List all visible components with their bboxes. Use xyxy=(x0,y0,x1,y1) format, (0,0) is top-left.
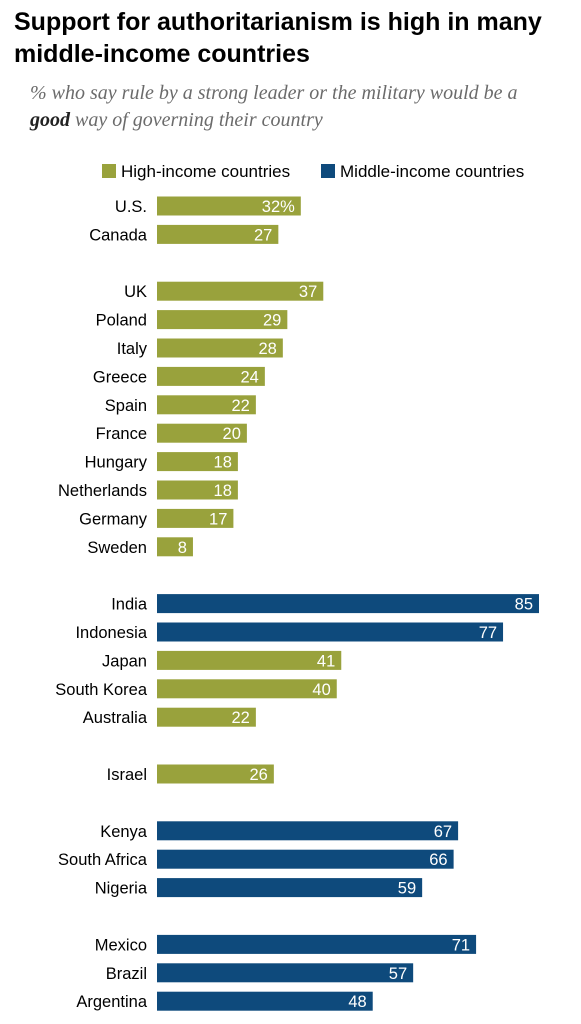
bar-indonesia xyxy=(157,622,504,642)
subtitle-prefix: % who say rule by a strong leader or the… xyxy=(30,82,518,104)
bar-japan xyxy=(157,650,342,670)
value-label-netherlands: 18 xyxy=(214,482,232,500)
legend-item-middle-income: Middle-income countries xyxy=(321,160,524,184)
category-label-germany: Germany xyxy=(79,510,148,528)
category-label-israel: Israel xyxy=(107,766,147,784)
value-label-nigeria: 59 xyxy=(398,880,416,898)
category-label-sweden: Sweden xyxy=(87,539,147,557)
category-label-indonesia: Indonesia xyxy=(75,624,147,642)
category-label-brazil: Brazil xyxy=(106,965,147,983)
value-label-italy: 28 xyxy=(258,340,276,358)
bar-hungary xyxy=(157,452,238,472)
value-label-south-africa: 66 xyxy=(429,851,447,869)
bar-mexico xyxy=(157,934,477,954)
category-label-hungary: Hungary xyxy=(85,454,148,472)
bar-argentina xyxy=(157,991,373,1011)
bar-australia xyxy=(157,707,256,727)
value-label-kenya: 67 xyxy=(434,823,452,841)
bar-india xyxy=(157,594,539,614)
value-label-argentina: 48 xyxy=(348,993,366,1011)
bar-canada xyxy=(157,224,279,244)
bar-spain xyxy=(157,395,256,415)
category-label-u-s: U.S. xyxy=(115,198,147,216)
value-label-australia: 22 xyxy=(232,709,250,727)
bar-uk xyxy=(157,281,324,301)
category-label-greece: Greece xyxy=(93,368,147,386)
legend-item-high-income: High-income countries xyxy=(102,160,290,184)
bar-france xyxy=(157,423,247,443)
category-label-japan: Japan xyxy=(102,652,147,670)
category-label-australia: Australia xyxy=(83,709,148,727)
category-label-south-korea: South Korea xyxy=(55,681,148,699)
bar-netherlands xyxy=(157,480,238,500)
value-label-germany: 17 xyxy=(209,510,227,528)
category-label-mexico: Mexico xyxy=(95,936,147,954)
value-label-sweden: 8 xyxy=(178,539,187,557)
subtitle-suffix: way of governing their country xyxy=(70,109,323,131)
value-label-mexico: 71 xyxy=(452,936,470,954)
bar-sweden xyxy=(157,537,193,557)
value-label-poland: 29 xyxy=(263,312,281,330)
value-label-india: 85 xyxy=(515,596,533,614)
value-label-hungary: 18 xyxy=(214,454,232,472)
value-label-greece: 24 xyxy=(240,368,258,386)
category-label-uk: UK xyxy=(124,283,147,301)
bar-greece xyxy=(157,366,265,386)
bar-nigeria xyxy=(157,878,423,898)
subtitle-emphasis: good xyxy=(30,109,70,131)
bar-israel xyxy=(157,764,274,784)
value-label-france: 20 xyxy=(223,425,241,443)
category-label-france: France xyxy=(96,425,147,443)
bar-poland xyxy=(157,310,288,330)
legend-label-middle-income: Middle-income countries xyxy=(340,162,525,181)
legend-swatch-high-income xyxy=(102,164,116,178)
bar-italy xyxy=(157,338,283,358)
category-label-argentina: Argentina xyxy=(76,993,147,1011)
bar-kenya xyxy=(157,821,459,841)
category-label-south-africa: South Africa xyxy=(58,851,148,869)
value-label-spain: 22 xyxy=(232,397,250,415)
bar-u-s xyxy=(157,196,301,216)
bar-south-korea xyxy=(157,679,337,699)
bar-brazil xyxy=(157,963,414,983)
value-label-israel: 26 xyxy=(249,766,267,784)
category-label-netherlands: Netherlands xyxy=(58,482,147,500)
chart-legend: High-income countries Middle-income coun… xyxy=(0,160,581,184)
legend-swatch-middle-income xyxy=(321,164,335,178)
category-label-india: India xyxy=(111,596,148,614)
category-label-italy: Italy xyxy=(117,340,148,358)
category-label-poland: Poland xyxy=(96,312,147,330)
value-label-indonesia: 77 xyxy=(479,624,497,642)
bar-germany xyxy=(157,508,234,528)
value-label-uk: 37 xyxy=(299,283,317,301)
value-label-brazil: 57 xyxy=(389,965,407,983)
legend-label-high-income: High-income countries xyxy=(121,162,291,181)
chart-subtitle: % who say rule by a strong leader or the… xyxy=(30,80,560,134)
category-label-kenya: Kenya xyxy=(100,823,148,841)
category-label-nigeria: Nigeria xyxy=(95,880,148,898)
value-label-u-s: 32% xyxy=(262,198,295,216)
value-label-south-korea: 40 xyxy=(312,681,330,699)
category-label-canada: Canada xyxy=(89,226,148,244)
bar-south-africa xyxy=(157,849,454,869)
value-label-canada: 27 xyxy=(254,226,272,244)
chart-title: Support for authoritarianism is high in … xyxy=(14,8,542,68)
category-label-spain: Spain xyxy=(105,397,147,415)
value-label-japan: 41 xyxy=(317,652,335,670)
